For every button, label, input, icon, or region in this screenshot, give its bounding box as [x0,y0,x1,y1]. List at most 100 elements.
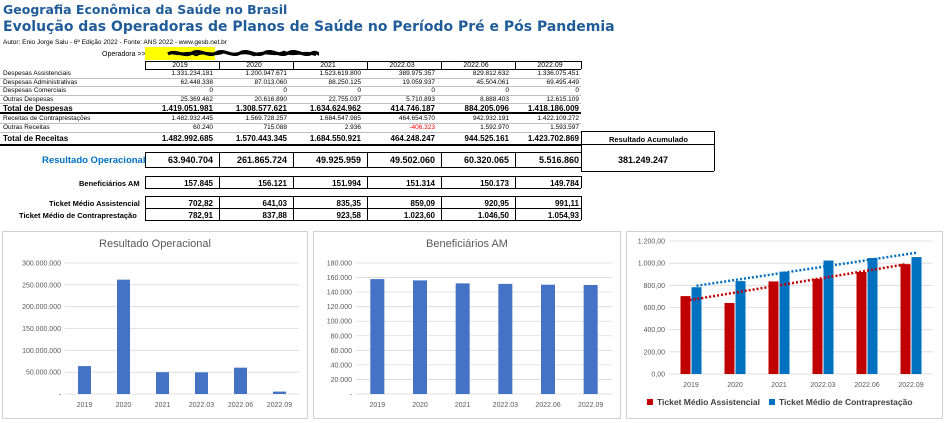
y-tick-label: 1.200,00 [638,239,665,246]
x-tick-label: 2022.03 [493,402,518,409]
table-cell: 0 [575,87,579,94]
beneficiarios-cell: 156.121 [258,179,287,188]
grid-divider [367,176,368,188]
table-cell: 0 [209,87,213,94]
grid-line [145,196,581,197]
table-cell: 944.525.161 [464,134,510,143]
bar-2022.09 [273,391,286,394]
table-cell: 1.482.992.685 [161,134,213,143]
chart-beneficiarios: Beneficiários AM - 20.000 40.000 60.000 80.0… [313,231,621,419]
grid-divider [293,196,294,220]
year-header: 2019 [172,62,188,69]
grid-line [0,113,581,114]
row-label: Total de Despesas [3,104,73,113]
table-cell: 0 [431,87,435,94]
table-cell: 1.200.947.671 [245,70,287,77]
x-tick-label: 2020 [727,382,743,389]
grid-divider [441,61,442,69]
grid-divider [581,131,582,171]
y-tick-label: 300.000.000 [22,261,61,268]
x-tick-label: 2022.09 [578,402,603,409]
grid-divider [515,61,516,69]
legend-swatch-assistencial [647,399,653,405]
table-cell: 69.495.449 [546,79,579,86]
table-cell: 1.336.075.451 [537,70,579,77]
table-cell: 1.331.234.181 [171,70,213,77]
x-tick-label: 2019 [77,402,93,409]
table-cell: 1.684.550.921 [309,134,361,143]
bar-series0-2021 [768,281,779,374]
table-cell: 1.418.186.009 [527,104,579,113]
resultado-cell: 63.940.704 [167,155,213,165]
table-cell: 884.205.096 [464,104,510,113]
bar-2020 [413,280,427,394]
y-tick-label: 250.000.000 [22,282,61,289]
grid-line [145,220,581,221]
table-cell: 414.746.187 [390,104,436,113]
header-title: Geografia Econômica da Saúde no Brasil [3,2,288,17]
y-tick-label: 600,00 [644,305,666,312]
y-tick-label: 100.000 [327,319,352,326]
ticket-cell: 641,03 [262,199,287,208]
grid-line [145,208,581,209]
y-tick-label: 180.000 [327,261,352,268]
bar-series1-2022.09 [911,257,922,374]
table-cell: 20.616.890 [254,96,287,103]
grid-divider [581,61,582,69]
bar-series1-2022.06 [867,258,878,374]
grid-line [0,78,581,79]
table-cell: 1.523.619.800 [319,70,361,77]
y-tick-label: 200.000.000 [22,304,61,311]
grid-line [145,69,581,70]
table-cell: 1.593.597 [550,124,579,131]
table-cell: 25.369.462 [180,96,213,103]
grid-line [145,188,581,189]
grid-line [145,176,581,177]
ticket-cell: 837,88 [262,211,287,220]
bar-2021 [455,283,470,394]
grid-line [581,131,714,132]
ticket-cell: 991,11 [554,199,579,208]
table-cell: 1.570.443.345 [235,134,287,143]
table-cell: 0 [357,87,361,94]
resultado-cell: 261.865.724 [236,155,287,165]
grid-divider [219,176,220,188]
grid-divider [219,152,220,167]
bar-2022.06 [541,284,555,394]
y-tick-label: 140.000 [327,290,352,297]
year-header: 2021 [320,62,336,69]
grid-divider [714,131,715,171]
bar-2020 [117,279,130,394]
table-cell: 45.504.061 [476,79,509,86]
y-tick-label: 120.000 [327,304,352,311]
y-tick-label: 40.000 [331,362,353,369]
bar-2022.03 [195,372,208,394]
grid-divider [145,152,146,167]
table-cell: 1.482.932.445 [171,115,213,122]
beneficiarios-cell: 150.173 [480,179,509,188]
grid-line [145,61,581,62]
grid-line [581,171,714,172]
y-tick-label: 80.000 [331,333,353,340]
y-tick-label: 400,00 [644,327,666,334]
year-header: 2022.03 [389,62,415,69]
table-cell: 1.592.970 [480,124,509,131]
resultado-cell: 49.502.060 [389,155,435,165]
row-label: Outras Despesas [3,96,54,103]
chart-resultado-operacional: Resultado Operacional - 50.000.000 100.000… [2,231,308,419]
beneficiarios-cell: 149.784 [550,179,579,188]
y-tick-label: 0,00 [651,372,665,379]
ticket-assistencial-label: Ticket Médio Assistencial [49,199,140,208]
grid-divider [145,61,146,69]
bar-series1-2019 [691,287,702,374]
grid-divider [441,152,442,167]
grid-divider [441,196,442,220]
table-cell: 1.308.577.621 [235,104,287,113]
table-cell: 22.755.037 [328,96,361,103]
row-label: Despesas Comerciais [3,87,67,94]
grid-line [145,167,581,168]
grid-divider [367,196,368,220]
resultado-operacional-label: Resultado Operacional [42,155,146,166]
x-tick-label: 2020 [116,402,132,409]
bar-series1-2021 [779,271,790,374]
